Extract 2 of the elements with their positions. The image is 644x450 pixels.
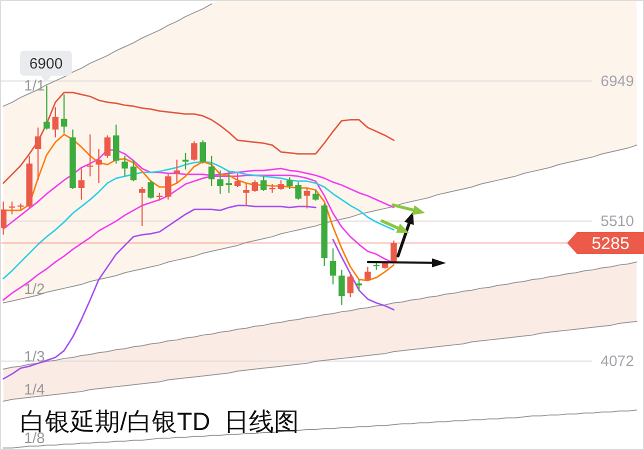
annotation: 6900 (29, 56, 63, 73)
ref-line-label: 5285 (592, 234, 630, 254)
